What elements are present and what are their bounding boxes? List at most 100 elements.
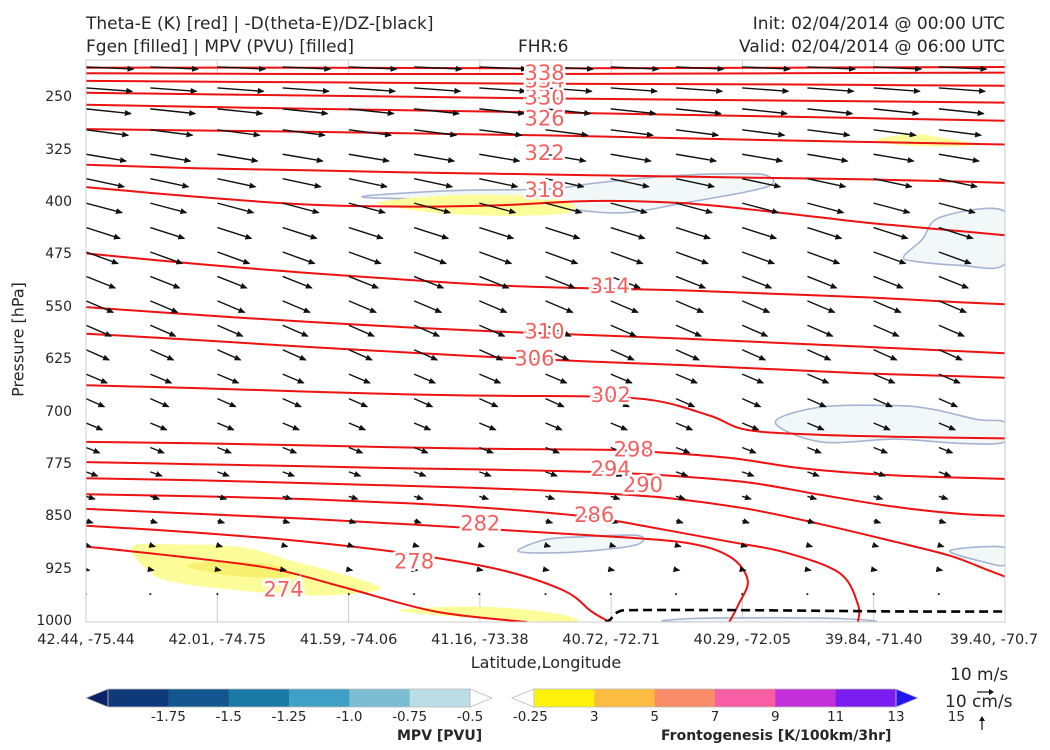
theta-e-label: 318 — [525, 178, 565, 202]
wind-vector — [86, 373, 109, 384]
wind-vector — [674, 593, 677, 596]
wind-vector — [873, 129, 917, 138]
wind-vector — [282, 177, 322, 189]
y-tick-label: 325 — [45, 141, 72, 158]
wind-vector — [86, 397, 106, 408]
wind-vector — [873, 397, 893, 408]
wind-vector — [741, 202, 780, 215]
wind-vector — [807, 129, 851, 138]
wind-vector — [217, 397, 237, 408]
wind-vector — [610, 129, 654, 138]
mpv-colorbar-label: MPV [PVU] — [397, 728, 483, 744]
wind-vector — [86, 446, 101, 454]
wind-vector — [873, 153, 915, 164]
wind-vector — [282, 300, 311, 314]
wind-vector — [348, 397, 369, 408]
wind-vector — [938, 494, 949, 501]
wind-vector — [742, 153, 784, 164]
vector-scale-vertical: 10 cm/s — [945, 692, 1013, 712]
theta-e-contour — [86, 507, 749, 622]
wind-vector — [675, 471, 689, 477]
wind-vector — [545, 397, 565, 408]
wind-vector — [217, 349, 242, 361]
colorbar-tick-label: 13 — [887, 709, 905, 725]
wind-vector — [873, 446, 889, 454]
wind-vector — [217, 87, 265, 94]
wind-vector — [150, 153, 192, 164]
wind-vector — [741, 446, 757, 454]
wind-vector — [282, 251, 316, 265]
wind-vector — [544, 593, 547, 596]
theta-e-label-halo: 318 — [525, 178, 565, 202]
wind-vector — [347, 593, 350, 596]
theta-e-label: 330 — [525, 85, 565, 109]
wind-vector — [545, 471, 559, 477]
mpv-region — [661, 617, 878, 622]
wind-vector — [413, 422, 432, 431]
wind-vector — [741, 518, 750, 524]
wind-vector — [413, 518, 422, 524]
wind-vector — [282, 373, 305, 384]
wind-vector — [545, 65, 595, 72]
wind-vector — [608, 542, 617, 548]
wind-vector — [675, 275, 707, 289]
wind-vector — [873, 275, 904, 289]
wind-vector — [807, 471, 820, 477]
wind-vector — [938, 87, 987, 94]
wind-vector — [873, 65, 923, 72]
theta-e-contour — [86, 103, 1005, 122]
wind-vector — [282, 65, 332, 72]
colorbar-tick-label: -1.5 — [215, 709, 242, 725]
wind-vector — [741, 471, 755, 477]
wind-vector — [348, 153, 390, 164]
theta-e-contour — [86, 79, 1005, 87]
title-line-2: Fgen [filled] | MPV (PVU) [filled] — [86, 37, 355, 57]
theta-e-label: 282 — [460, 511, 500, 535]
wind-vector — [610, 373, 633, 384]
colorbar-segment — [654, 689, 716, 707]
wind-vector — [86, 177, 126, 189]
colorbar-segment — [108, 689, 169, 707]
colorbar-segment — [168, 689, 230, 707]
colorbar-outline — [107, 688, 471, 708]
wind-vector — [807, 494, 818, 501]
y-tick-label: 700 — [45, 403, 72, 420]
wind-vector — [413, 251, 447, 265]
wind-vector — [413, 275, 445, 289]
wind-vector — [873, 373, 896, 384]
wind-vector — [675, 177, 716, 189]
wind-vector — [741, 373, 765, 384]
theta-e-label: 310 — [525, 319, 565, 343]
wind-vector — [150, 300, 179, 314]
wind-vector — [150, 422, 168, 431]
wind-vector — [610, 349, 635, 361]
wind-vector — [938, 129, 982, 138]
y-tick-label: 925 — [45, 560, 72, 577]
theta-e-contour — [86, 545, 528, 622]
theta-e-label: 286 — [574, 503, 614, 527]
wind-vector — [413, 324, 441, 337]
wind-vector — [348, 300, 377, 314]
wind-vector — [873, 177, 913, 189]
colorbar-tick-label: -1.25 — [271, 709, 307, 725]
wind-vector — [873, 324, 900, 337]
wind-vector — [217, 251, 251, 265]
wind-vector — [873, 471, 887, 477]
wind-vector — [545, 518, 554, 524]
wind-vector — [741, 251, 776, 265]
x-tick-label: 40.72, -72.71 — [562, 632, 660, 648]
theta-e-contour — [86, 440, 1005, 480]
wind-vector — [477, 542, 486, 548]
wind-vector — [938, 324, 965, 337]
wind-vector — [86, 566, 91, 573]
wind-vector — [741, 300, 771, 314]
wind-vector — [479, 87, 527, 94]
wind-vector — [807, 349, 832, 361]
wind-vector — [807, 446, 822, 454]
wind-vector — [742, 108, 789, 116]
wind-vector — [282, 153, 324, 164]
colorbar-tick-label: -1.0 — [336, 709, 363, 725]
wind-vector — [282, 422, 300, 431]
wind-vector — [281, 593, 284, 596]
wind-vector — [413, 593, 416, 596]
